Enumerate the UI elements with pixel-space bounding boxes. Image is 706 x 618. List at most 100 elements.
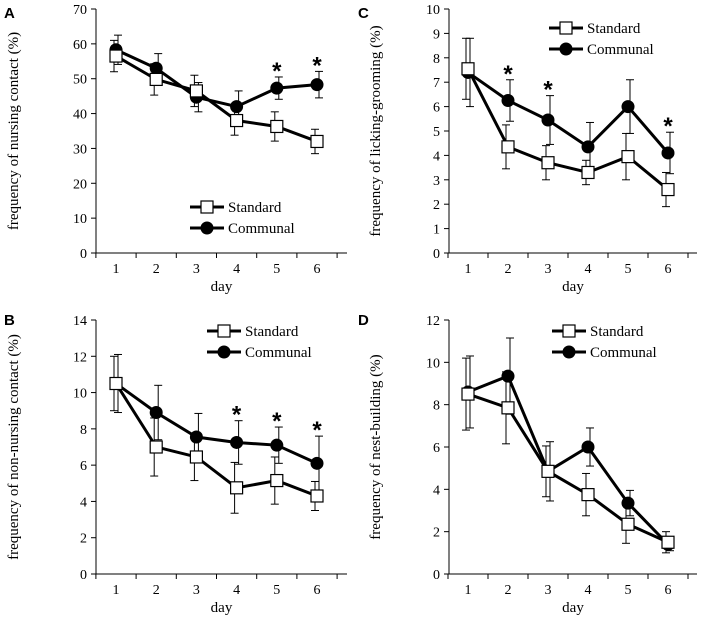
y-tick-label: 2 [433,526,440,541]
x-tick-label: 5 [625,262,632,277]
data-point [541,113,555,127]
y-axis-label: frequency of licking-grooming (%) [368,25,384,236]
data-point [310,134,324,149]
x-tick-label: 3 [545,583,552,598]
legend-marker [562,324,576,338]
x-tick-label: 1 [465,583,472,598]
x-tick-label: 6 [314,583,321,598]
legend-marker [562,345,576,359]
data-point [581,140,595,154]
y-tick-label: 10 [73,387,87,402]
x-tick-label: 3 [193,262,200,277]
y-tick-label: 0 [433,568,440,583]
x-tick-label: 4 [585,583,592,598]
y-tick-label: 10 [426,3,440,18]
series-line [115,48,318,109]
y-tick-label: 6 [433,441,440,456]
legend-label: Communal [587,42,654,58]
y-tick-label: 2 [433,198,440,213]
y-tick-label: 6 [80,459,87,474]
legend-label: Standard [228,200,282,216]
panel-c: C 0 1 2 3 4 5 6 7 8 9 10 1 2 3 4 5 6 day frequency of licki… [358,3,697,295]
y-tick-label: 9 [433,27,440,42]
data-point [270,438,284,452]
legend-marker [217,324,231,338]
data-point [189,430,203,444]
x-tick-label: 2 [505,583,512,598]
data-point [501,369,515,383]
legend-label: Standard [587,21,641,37]
data-point [109,49,123,63]
data-point [149,440,163,454]
data-point [621,496,635,510]
x-tick-label: 3 [545,262,552,277]
data-point [581,488,595,502]
y-tick-label: 8 [80,423,87,438]
legend: Standard Communal [207,324,312,361]
x-tick-label: 2 [505,262,512,277]
data-point [270,473,284,488]
x-tick-label: 5 [273,262,280,277]
y-tick-label: 4 [433,149,440,164]
panel-letter: D [358,312,369,329]
y-tick-label: 10 [73,212,87,227]
x-axis-label: day [211,600,233,616]
significance-marker: * [272,58,282,85]
legend-label: Standard [245,324,299,340]
legend-label: Standard [590,324,644,340]
data-point [461,62,475,76]
x-tick-label: 2 [153,262,160,277]
y-tick-label: 7 [433,76,440,91]
data-point [149,61,163,75]
panel-letter: A [4,5,15,22]
data-point [661,535,675,549]
significance-marker: * [312,52,322,79]
y-tick-label: 5 [433,125,440,140]
x-tick-label: 3 [193,583,200,598]
series-line [466,68,669,191]
data-point [661,146,675,160]
legend: Standard Communal [190,200,295,237]
legend-label: Communal [228,221,295,237]
panel-letter: C [358,5,369,22]
x-axis-label: day [211,279,233,295]
y-tick-label: 2 [80,532,87,547]
data-point [621,100,635,114]
significance-marker: * [232,402,242,429]
data-point [230,113,244,128]
series-line [467,71,670,154]
series-line [114,382,318,498]
legend-marker [559,21,573,35]
y-tick-label: 12 [73,350,87,365]
y-tick-label: 6 [433,101,440,116]
x-tick-label: 4 [233,583,240,598]
significance-marker: * [663,113,673,140]
legend-marker [200,221,214,235]
data-point [270,119,284,134]
x-tick-label: 6 [314,262,321,277]
data-point [310,78,324,92]
series-standard [109,355,324,514]
x-tick-label: 6 [665,262,672,277]
series-communal [461,37,675,175]
x-tick-label: 4 [233,262,240,277]
y-tick-label: 4 [433,483,440,498]
y-tick-label: 0 [80,568,87,583]
data-point [461,387,475,401]
series-communal [109,34,324,123]
x-axis-label: day [562,279,584,295]
panel-letter: B [4,312,15,329]
x-tick-label: 4 [585,262,592,277]
y-tick-label: 14 [73,314,87,329]
y-tick-label: 10 [426,356,440,371]
significance-marker: * [543,77,553,104]
y-tick-label: 60 [73,38,87,53]
data-point [581,165,595,180]
legend-marker [200,200,214,214]
significance-marker: * [272,408,282,435]
data-point [661,182,675,197]
data-point [501,94,515,107]
x-tick-label: 1 [465,262,472,277]
